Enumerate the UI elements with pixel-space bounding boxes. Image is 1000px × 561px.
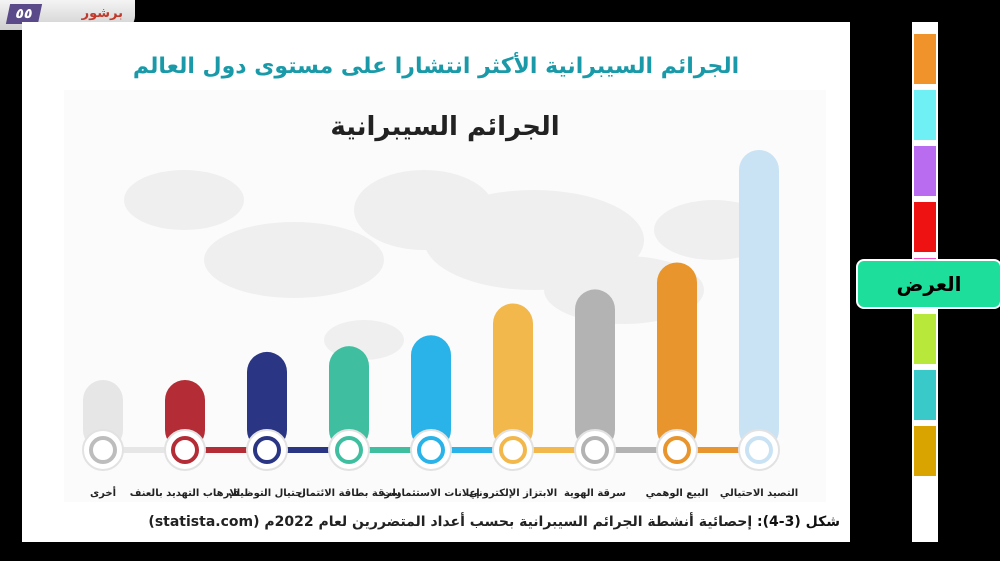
color-swatch-1[interactable] xyxy=(914,34,936,84)
category-label: أخرى xyxy=(90,486,116,499)
icon-circle xyxy=(164,429,206,471)
bar-6 xyxy=(329,346,369,450)
world-map-shape-1 xyxy=(124,170,244,230)
icon-circle xyxy=(246,429,288,471)
color-swatch-7[interactable] xyxy=(914,370,936,420)
icon-circle xyxy=(410,429,452,471)
category-label: التصيد الاحتيالي xyxy=(720,488,798,499)
category-label: احتيال التوظيف xyxy=(228,488,306,499)
chart-svg: التصيد الاحتيالي323,972البيع الوهمي82,47… xyxy=(82,150,798,499)
color-swatch-6[interactable] xyxy=(914,314,936,364)
clock-icon xyxy=(89,436,117,464)
display-button[interactable]: العرض xyxy=(856,259,1000,309)
bar-5 xyxy=(411,335,451,450)
chart-icon xyxy=(335,436,363,464)
slide: الجرائم السيبرانية الأكثر انتشارا على مس… xyxy=(22,22,850,542)
bulb-icon xyxy=(253,436,281,464)
category-label: الإرهاب التهديد بالعنف xyxy=(130,488,240,499)
world-map-shape-2 xyxy=(204,222,384,298)
bar-4 xyxy=(493,303,533,450)
chart-figure: التصيد الاحتيالي323,972البيع الوهمي82,47… xyxy=(64,90,826,502)
globe-icon xyxy=(499,436,527,464)
icon-circle xyxy=(574,429,616,471)
category-label: الابتزاز الإلكتروني xyxy=(469,488,557,499)
caption-label: شكل (3-4): xyxy=(757,514,840,530)
icon-circle xyxy=(328,429,370,471)
bar-7 xyxy=(247,351,287,450)
bulb-icon xyxy=(581,436,609,464)
icon-circle xyxy=(82,429,124,471)
color-swatch-8[interactable] xyxy=(914,426,936,476)
color-swatch-2[interactable] xyxy=(914,90,936,140)
page-number: ٥٥ xyxy=(5,4,43,24)
bar-3 xyxy=(575,289,615,450)
gear-icon xyxy=(663,436,691,464)
caption-text: إحصائية أنشطة الجرائم السيبرانية بحسب أع… xyxy=(148,514,753,530)
target-icon xyxy=(417,436,445,464)
category-label: إعلانات الاستثمارات xyxy=(382,488,479,499)
category-label: البيع الوهمي xyxy=(646,488,709,499)
chart-icon xyxy=(745,436,773,464)
icon-circle xyxy=(738,429,780,471)
color-swatch-3[interactable] xyxy=(914,146,936,196)
category-label: سرقة الهوية xyxy=(564,488,626,499)
bar-1 xyxy=(739,150,779,450)
icon-circle xyxy=(492,429,534,471)
bar-2 xyxy=(657,262,697,450)
category-label: سرقة بطاقة الائتمان xyxy=(297,488,400,499)
icon-circle xyxy=(656,429,698,471)
chart-title: الجرائم السيبرانية xyxy=(330,112,560,142)
gear-icon xyxy=(171,436,199,464)
figure-caption: شكل (3-4): إحصائية أنشطة الجرائم السيبرا… xyxy=(148,514,840,530)
color-swatch-4[interactable] xyxy=(914,202,936,252)
slide-title: الجرائم السيبرانية الأكثر انتشارا على مس… xyxy=(132,54,740,79)
publisher-name: برشور xyxy=(81,6,123,21)
